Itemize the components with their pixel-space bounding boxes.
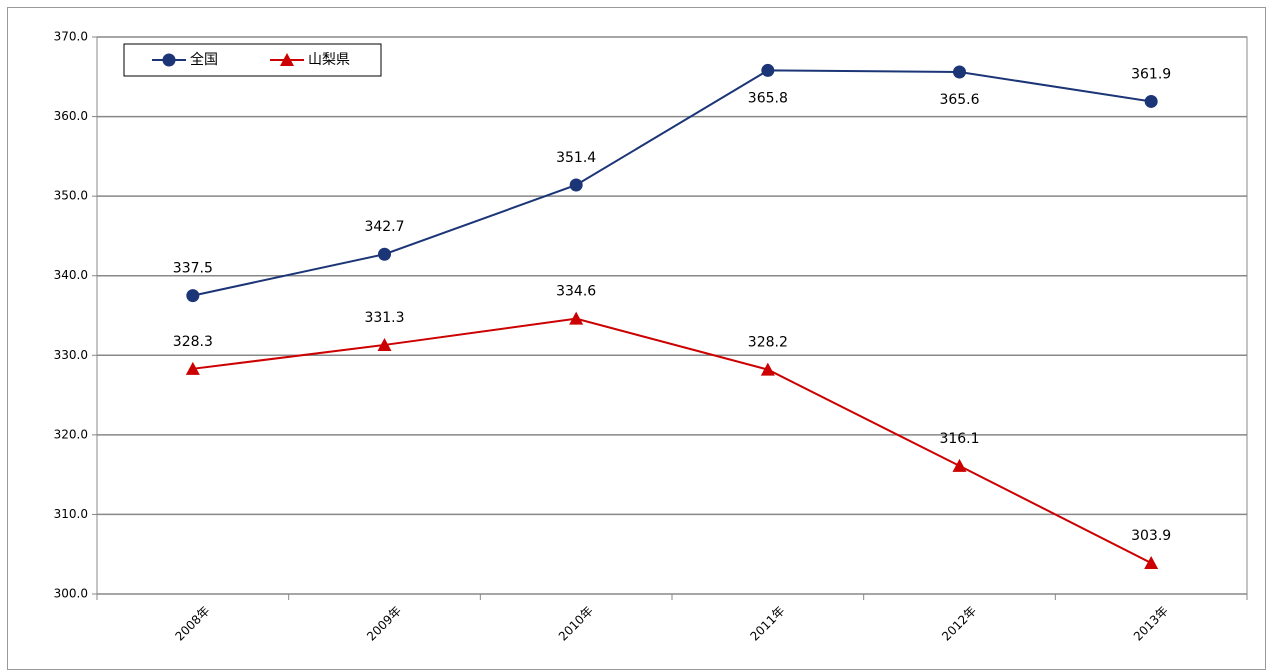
data-label: 351.4 <box>556 150 596 166</box>
plot-area <box>96 36 1248 595</box>
series-line <box>192 69 1152 297</box>
data-point <box>952 458 967 472</box>
y-tick-label: 310.0 <box>54 507 88 521</box>
data-point <box>1144 94 1158 108</box>
y-tick-label: 320.0 <box>54 427 88 441</box>
legend-label: 山梨県 <box>308 52 350 68</box>
data-point <box>569 178 583 192</box>
legend-marker <box>162 53 176 67</box>
data-point <box>953 65 966 79</box>
data-label: 334.6 <box>556 284 596 300</box>
data-label: 331.3 <box>364 310 404 326</box>
y-tick-label: 330.0 <box>54 348 88 362</box>
data-point <box>186 289 200 303</box>
data-label: 303.9 <box>1131 528 1171 544</box>
data-label: 342.7 <box>364 219 404 235</box>
data-point <box>377 337 392 351</box>
y-tick-label: 350.0 <box>54 189 88 203</box>
data-point <box>569 311 584 325</box>
data-label: 316.1 <box>939 431 979 447</box>
data-label: 365.6 <box>939 92 979 108</box>
data-label: 361.9 <box>1131 66 1171 82</box>
data-point <box>378 247 391 261</box>
data-point <box>1144 555 1159 569</box>
data-point <box>185 361 200 375</box>
y-tick-label: 370.0 <box>54 30 88 44</box>
data-point <box>761 63 775 77</box>
data-label: 328.3 <box>173 334 213 350</box>
data-label: 337.5 <box>173 261 213 277</box>
data-label: 328.2 <box>748 335 788 351</box>
data-point <box>760 362 775 376</box>
legend-marker <box>280 53 294 66</box>
series-line <box>192 317 1152 564</box>
y-tick-label: 300.0 <box>54 587 88 601</box>
y-tick-label: 360.0 <box>54 109 88 123</box>
y-tick-label: 340.0 <box>54 268 88 282</box>
legend-label: 全国 <box>190 51 218 68</box>
data-label: 365.8 <box>748 90 788 106</box>
